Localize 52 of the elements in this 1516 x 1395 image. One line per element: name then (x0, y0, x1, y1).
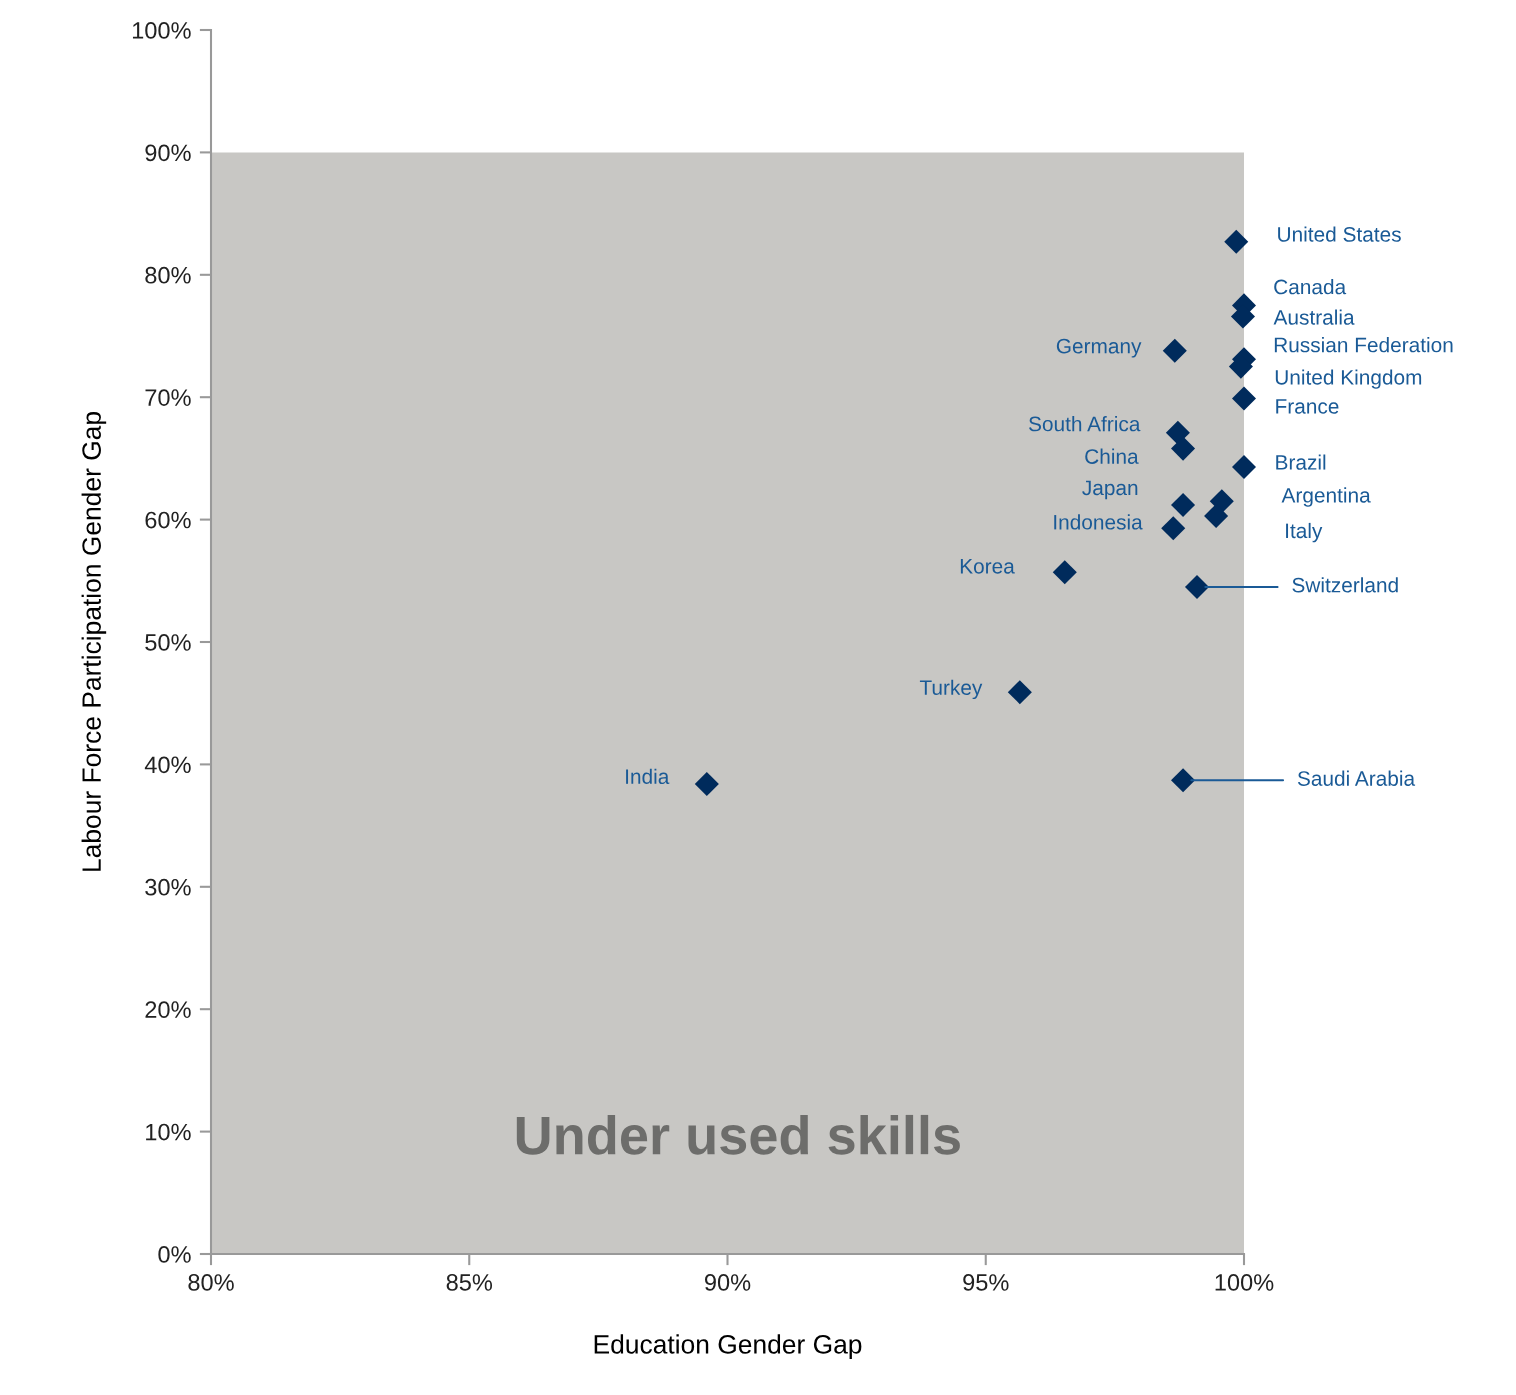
y-tick-label: 90% (145, 144, 191, 162)
annotation: Canada (1274, 279, 1347, 295)
point (1052, 560, 1077, 585)
point (1171, 768, 1196, 793)
point (1204, 503, 1229, 528)
y-tick-label: 80% (145, 266, 191, 284)
point (1231, 454, 1257, 479)
point (1171, 492, 1196, 517)
annotation: Korea (960, 559, 1015, 574)
x-tick-label: 100% (1215, 1274, 1274, 1291)
point (1184, 574, 1210, 599)
annotation: Turkey (919, 679, 983, 700)
annotation: Japan (1082, 480, 1138, 500)
annotation: Saudi Arabia (1297, 770, 1416, 786)
y-tick-label: 70% (145, 389, 191, 406)
x-axis-title: Education Gender Gap (594, 1334, 862, 1359)
y-axis-title: Labour Force Participation Gender Gap (81, 412, 107, 871)
point (1161, 516, 1186, 541)
annotation: China (1085, 448, 1139, 464)
annotation: India (626, 768, 670, 785)
annotation: Indonesia (1054, 514, 1143, 530)
annotation: United Kingdom (1275, 369, 1422, 389)
annotation: Brazil (1276, 454, 1326, 470)
point (1162, 338, 1187, 363)
point (1165, 420, 1190, 445)
point (1007, 680, 1032, 705)
annotation: Switzerland (1292, 577, 1398, 593)
annotation: France (1276, 399, 1339, 414)
annotation: Russian Federation (1274, 337, 1453, 353)
annotation: Germany (1056, 338, 1142, 358)
y-tick-label: 60% (145, 511, 191, 529)
y-tick-label: 50% (145, 634, 191, 651)
text: Italy (1286, 522, 1323, 543)
x-tick-label: 80% (188, 1274, 234, 1291)
y-tick-label: 100% (132, 22, 191, 39)
x-tick-label: 95% (963, 1274, 1009, 1291)
annotation: Australia (1273, 309, 1355, 325)
y-tick-label: 30% (145, 878, 191, 896)
x-tick-label: 85% (446, 1274, 493, 1291)
band-label: Under used skills (516, 1114, 960, 1155)
y-tick-label: 0% (158, 1246, 191, 1263)
point (1231, 386, 1257, 411)
point (1171, 436, 1196, 461)
annotation: United States (1278, 226, 1401, 242)
y-tick-label: 40% (144, 756, 191, 774)
x-tick-label: 90% (704, 1274, 751, 1291)
point (1224, 229, 1249, 254)
y-tick-label: 10% (146, 1123, 191, 1141)
text: Argentina (1281, 487, 1371, 507)
annotation: South Africa (1029, 416, 1141, 432)
point (694, 771, 719, 797)
y-tick-label: 20% (145, 1001, 191, 1018)
